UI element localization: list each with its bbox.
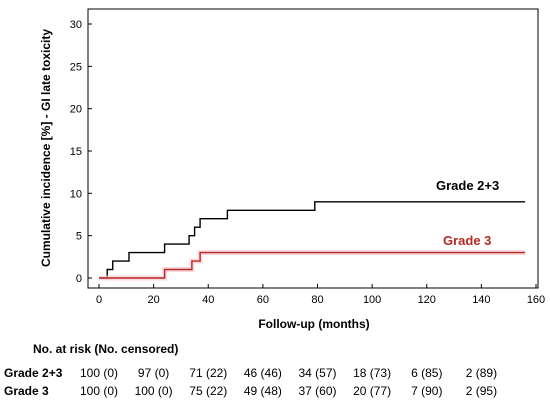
x-axis: 0 20 40 60 80 100 120 140 160 <box>96 284 545 306</box>
x-tick-label: 20 <box>148 294 160 306</box>
risk-cell: 7 (90) <box>411 384 443 398</box>
risk-row-grade-2-3: Grade 2+3 100 (0) 97 (0) 71 (22) 46 (46) 34 … <box>0 366 550 384</box>
risk-table: No. at risk (No. censored) Grade 2+3 100… <box>0 338 550 402</box>
cumulative-incidence-chart: 0 5 10 15 20 25 30 0 20 40 60 80 100 120 140 160 Cumul… <box>39 8 545 331</box>
risk-cell: 100 (0) <box>79 366 119 380</box>
risk-cell: 97 (0) <box>137 366 170 380</box>
y-tick-label: 15 <box>70 146 82 158</box>
y-axis: 0 5 10 15 20 25 30 <box>70 19 92 285</box>
risk-table-title: No. at risk (No. censored) <box>33 342 179 356</box>
y-tick-label: 25 <box>70 61 82 73</box>
series-line-grade-3 <box>99 251 526 279</box>
y-tick-label: 20 <box>70 104 82 116</box>
x-tick-label: 140 <box>472 294 490 306</box>
y-tick-label: 10 <box>70 188 82 200</box>
risk-cell: 46 (46) <box>243 366 282 380</box>
series-label-grade-3: Grade 3 <box>443 233 491 248</box>
series-layer <box>99 201 526 281</box>
x-tick-label: 120 <box>418 294 436 306</box>
risk-cell: 34 (57) <box>298 366 337 380</box>
y-tick-label: 5 <box>76 231 82 243</box>
x-tick-label: 100 <box>363 294 381 306</box>
risk-cell: 20 (77) <box>353 384 392 398</box>
y-axis-title: Cumulative incidence [%] - GI late toxic… <box>39 29 53 267</box>
risk-cell: 2 (89) <box>465 366 498 380</box>
y-tick-label: 0 <box>76 273 82 285</box>
x-tick-label: 80 <box>311 294 323 306</box>
series-label-grade-2-3: Grade 2+3 <box>436 178 499 193</box>
x-axis-title: Follow-up (months) <box>258 317 369 331</box>
risk-cell: 37 (60) <box>298 384 337 398</box>
risk-row-label: Grade 3 <box>4 384 49 398</box>
y-tick-label: 30 <box>70 19 82 31</box>
risk-row-grade-3: Grade 3 100 (0) 100 (0) 75 (22) 49 (48) 37 (… <box>0 384 550 402</box>
plot-area <box>87 8 539 289</box>
risk-cell: 49 (48) <box>243 384 282 398</box>
series-line-grade-2-3 <box>99 201 526 279</box>
risk-cell: 71 (22) <box>189 366 228 380</box>
risk-cell: 75 (22) <box>189 384 228 398</box>
risk-cell: 100 (0) <box>79 384 119 398</box>
risk-cell: 6 (85) <box>411 366 443 380</box>
x-tick-label: 160 <box>527 294 545 306</box>
x-tick-label: 0 <box>96 294 102 306</box>
risk-cell: 100 (0) <box>134 384 173 398</box>
x-tick-label: 60 <box>257 294 269 306</box>
risk-cell: 18 (73) <box>353 366 392 380</box>
risk-cell: 2 (95) <box>465 384 498 398</box>
x-tick-label: 40 <box>202 294 214 306</box>
risk-row-label: Grade 2+3 <box>4 366 63 380</box>
